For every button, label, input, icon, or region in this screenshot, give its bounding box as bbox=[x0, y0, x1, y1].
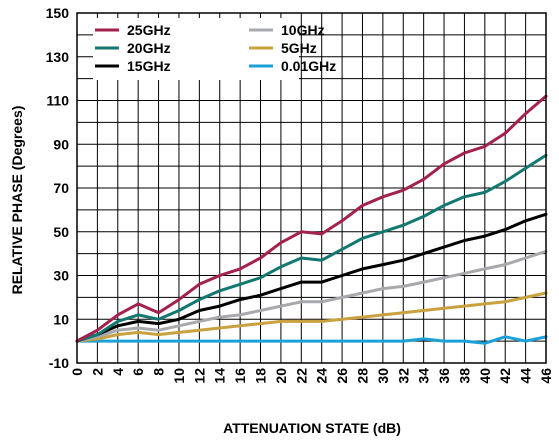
x-tick-label: 34 bbox=[416, 368, 432, 384]
series-line-25ghz bbox=[75, 94, 548, 343]
series-lines bbox=[75, 94, 548, 345]
plot-border bbox=[76, 12, 547, 364]
x-tick-label: 46 bbox=[538, 368, 554, 384]
legend-label-10ghz: 10GHz bbox=[281, 22, 325, 38]
y-tick-label: 50 bbox=[53, 224, 69, 240]
series-line-15ghz bbox=[75, 212, 548, 343]
x-tick-label: 24 bbox=[314, 368, 330, 384]
series-line-10ghz bbox=[75, 249, 548, 343]
x-tick-label: 14 bbox=[212, 368, 228, 384]
y-tick-label: 70 bbox=[53, 180, 69, 196]
x-tick-label: 18 bbox=[253, 368, 269, 384]
x-tick-label: 42 bbox=[497, 368, 513, 384]
x-tick-label: 44 bbox=[518, 368, 534, 384]
x-tick-label: 26 bbox=[334, 368, 350, 384]
y-tick-label: 10 bbox=[53, 311, 69, 327]
y-tick-label: 90 bbox=[53, 136, 69, 152]
x-tick-label: 22 bbox=[293, 368, 309, 384]
x-tick-label: 30 bbox=[375, 368, 391, 384]
series-line-5ghz bbox=[75, 291, 548, 343]
x-tick-label: 36 bbox=[436, 368, 452, 384]
legend-label-15ghz: 15GHz bbox=[127, 58, 171, 74]
x-tick-label: 2 bbox=[89, 368, 105, 376]
x-tick-label: 6 bbox=[130, 368, 146, 376]
x-tick-label: 40 bbox=[477, 368, 493, 384]
x-tick-label: 4 bbox=[110, 368, 126, 376]
x-tick-label: 32 bbox=[395, 368, 411, 384]
x-tick-label: 16 bbox=[232, 368, 248, 384]
y-tick-label: 150 bbox=[46, 5, 70, 21]
legend-label-20ghz: 20GHz bbox=[127, 40, 171, 56]
y-tick-label: -10 bbox=[49, 355, 69, 371]
y-tick-label: 130 bbox=[46, 49, 70, 65]
x-tick-label: 20 bbox=[273, 368, 289, 384]
tick-labels: 0 2 4 6 8 10 12 14 16 18 20 22 24 26 28 30 32 34 36 38 40 42 4… bbox=[46, 5, 554, 384]
x-tick-label: 10 bbox=[171, 368, 187, 384]
x-tick-label: 0 bbox=[69, 368, 85, 376]
x-tick-label: 12 bbox=[191, 368, 207, 384]
x-axis-label: ATTENUATION STATE (dB) bbox=[223, 420, 401, 436]
series-line-20ghz bbox=[75, 153, 548, 343]
legend-label-5ghz: 5GHz bbox=[281, 40, 317, 56]
x-tick-label: 8 bbox=[151, 368, 167, 376]
plot-frame bbox=[76, 12, 547, 364]
legend: 25GHz 20GHz 15GHz 10GHz 5GHz 0.01GHz bbox=[93, 18, 336, 80]
x-tick-label: 38 bbox=[456, 368, 472, 384]
y-tick-label: 110 bbox=[46, 93, 69, 109]
x-tick-label: 28 bbox=[354, 368, 370, 384]
y-axis-label: RELATIVE PHASE (Degrees) bbox=[9, 106, 25, 295]
y-tick-label: 30 bbox=[53, 268, 69, 284]
series-line-0.01ghz bbox=[75, 335, 548, 345]
legend-label-25ghz: 25GHz bbox=[127, 22, 171, 38]
legend-label-0.01ghz: 0.01GHz bbox=[281, 58, 336, 74]
